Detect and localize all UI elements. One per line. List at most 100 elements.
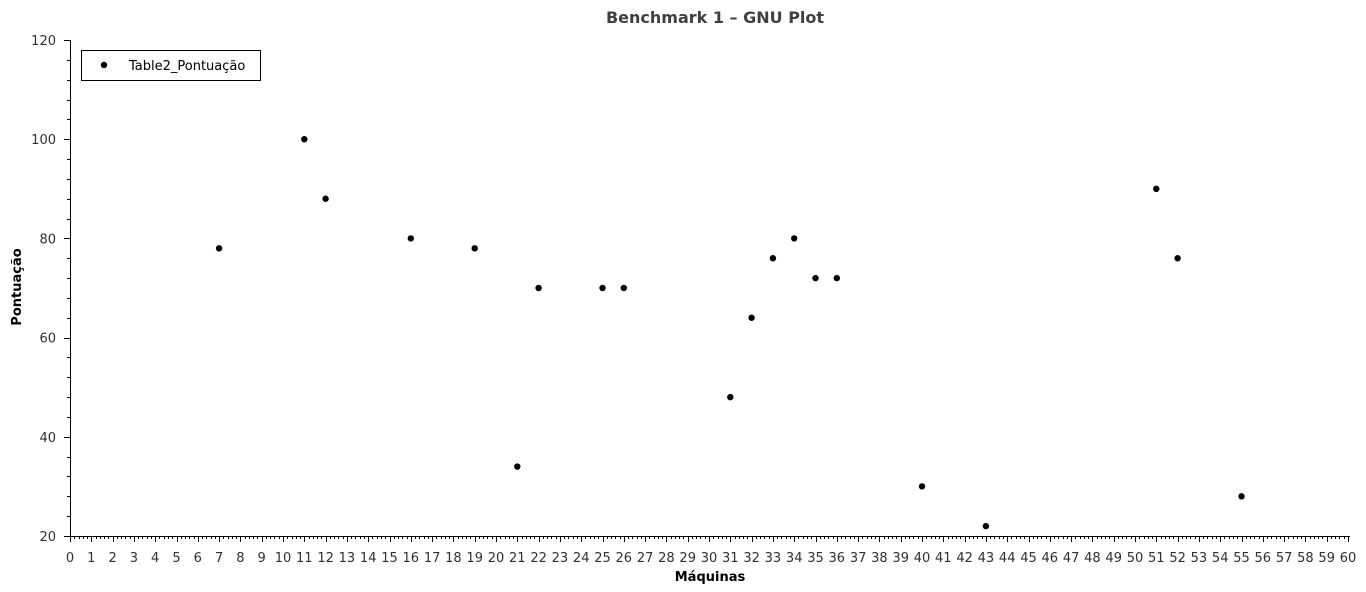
x-tick-label: 46 [1042,551,1059,566]
data-point [812,274,819,282]
axes [70,40,1350,537]
x-tick-label: 55 [1233,551,1250,566]
x-tick-label: 30 [701,551,718,566]
x-tick-label: 48 [1084,551,1101,566]
data-point [1153,185,1160,192]
x-tick-label: 41 [935,551,952,566]
x-tick-label: 2 [108,551,116,566]
x-tick-label: 16 [403,551,420,566]
x-tick-label: 40 [914,551,931,566]
x-tick-label: 50 [1127,551,1144,566]
data-point [322,195,329,202]
data-point [535,284,542,292]
chart-title: Benchmark 1 – GNU Plot [606,8,824,27]
x-tick-label: 15 [381,551,398,566]
x-tick-label: 6 [194,551,202,566]
data-point [748,314,755,321]
x-tick-label: 54 [1212,551,1229,566]
x-tick-label: 44 [999,551,1016,566]
y-tick-label: 100 [31,133,56,148]
data-point [1238,493,1245,500]
y-tick-label: 20 [39,530,56,545]
x-tick-label: 7 [215,551,223,566]
x-tick-label: 8 [236,551,244,566]
y-ticks: 20 40 60 80 100 120 [31,34,70,545]
x-tick-label: 21 [509,551,526,566]
x-tick-label: 37 [850,551,867,566]
x-tick-label: 12 [317,551,334,566]
x-tick-label: 34 [786,551,803,566]
x-tick-label: 51 [1148,551,1165,566]
data-point [982,522,990,530]
legend-marker [100,61,108,69]
data-point [918,483,926,490]
data-point [727,393,734,401]
x-tick-label: 57 [1276,551,1293,566]
x-tick-label: 4 [151,551,159,566]
data-point [301,136,308,143]
y-tick-label: 60 [39,332,56,347]
y-axis-label: Pontuação [10,248,25,325]
data-point [769,255,777,262]
x-tick-label: 49 [1105,551,1122,566]
x-tick-label: 33 [765,551,782,566]
x-tick-label: 27 [637,551,654,566]
x-tick-label: 1 [87,551,95,566]
x-tick-label: 52 [1169,551,1186,566]
data-point [514,463,521,470]
legend-label: Table2_Pontuação [128,59,245,74]
x-tick-label: 39 [892,551,909,566]
x-tick-label: 17 [424,551,441,566]
x-tick-label: 22 [530,551,547,566]
x-tick-label: 35 [807,551,824,566]
x-tick-label: 43 [978,551,995,566]
x-tick-label: 20 [488,551,505,566]
legend: Table2_Pontuação [81,50,261,81]
data-point [791,235,798,242]
data-point [471,245,478,252]
x-tick-label: 13 [339,551,356,566]
x-tick-label: 32 [743,551,760,566]
y-tick-label: 120 [31,34,56,49]
data-points [215,136,1245,530]
x-tick-label: 19 [466,551,483,566]
x-tick-label: 53 [1191,551,1208,566]
x-tick-label: 11 [296,551,313,566]
x-tick-label: 23 [552,551,569,566]
x-tick-label: 47 [1063,551,1080,566]
x-tick-label: 18 [445,551,462,566]
x-tick-label: 58 [1297,551,1314,566]
data-point [1174,255,1181,262]
x-tick-label: 28 [658,551,675,566]
x-tick-label: 56 [1255,551,1272,566]
x-tick-label: 14 [360,551,377,566]
x-minor-ticks [74,536,1345,539]
data-point [599,284,606,292]
x-tick-label: 26 [616,551,633,566]
x-tick-label: 31 [722,551,739,566]
x-tick-label: 0 [66,551,74,566]
data-point [620,284,627,292]
x-tick-label: 45 [1020,551,1037,566]
x-tick-label: 59 [1318,551,1335,566]
x-tick-label: 29 [679,551,696,566]
legend-box [81,50,261,81]
x-tick-label: 38 [871,551,888,566]
x-tick-label: 9 [258,551,266,566]
x-tick-label: 42 [956,551,973,566]
x-tick-label: 25 [594,551,611,566]
x-tick-label: 24 [573,551,590,566]
y-tick-label: 40 [39,431,56,446]
data-point [215,245,223,252]
data-point [407,235,414,242]
y-tick-label: 80 [39,232,56,247]
x-tick-label: 3 [130,551,138,566]
x-tick-label: 60 [1340,551,1357,566]
x-tick-label: 5 [172,551,180,566]
x-tick-label: 10 [275,551,292,566]
x-ticks: 0 1 2 3 4 5 6 7 8 9 10 11 12 13 14 15 16 17 18 19 20 21 22 23 24… [66,536,1356,566]
x-tick-label: 36 [829,551,846,566]
data-point [833,274,840,282]
x-axis-label: Máquinas [675,570,746,585]
